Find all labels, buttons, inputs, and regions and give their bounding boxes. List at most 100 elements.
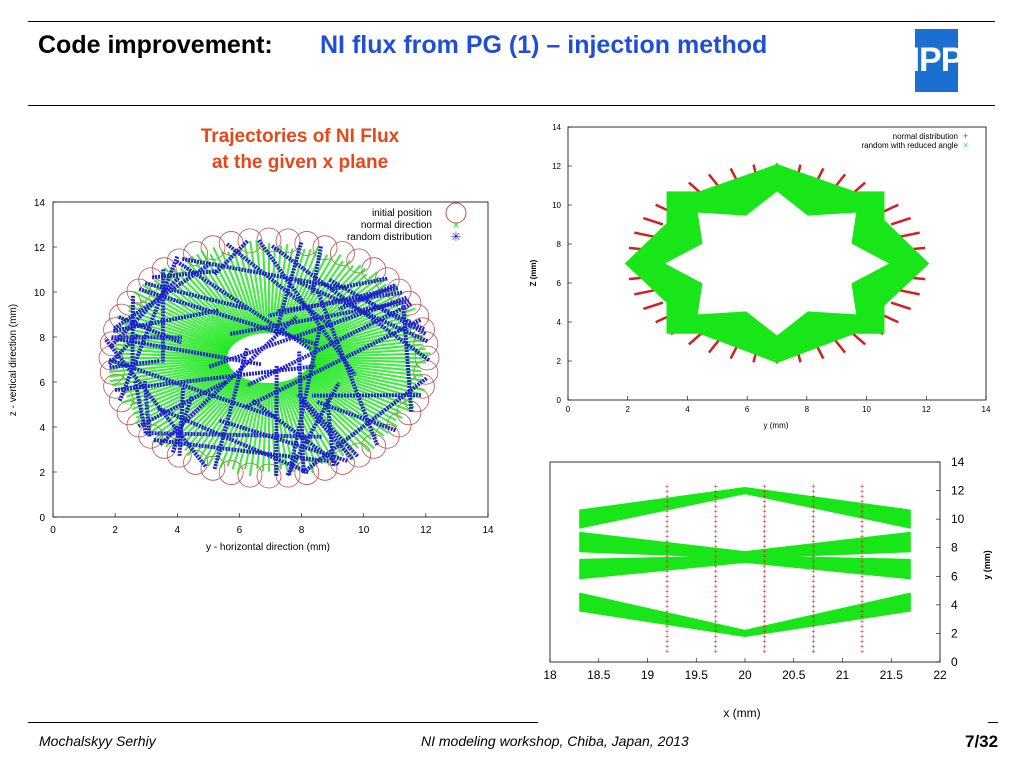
normal-distribution-mark: +: [762, 499, 766, 506]
normal-distribution-mark: +: [762, 639, 766, 646]
normal-direction-ray: [310, 359, 422, 373]
left-y-tick-label: 6: [39, 378, 45, 389]
normal-direction-ray: [238, 249, 262, 334]
normal-direction-ray: [128, 309, 232, 349]
normal-distribution-mark: +: [665, 609, 669, 616]
normal-distribution-mark: +: [762, 549, 766, 556]
normal-direction-ray: [308, 365, 416, 399]
page-number: 7/32: [965, 732, 999, 751]
normal-distribution-mark: +: [811, 649, 815, 656]
normal-distribution-mark: +: [762, 544, 766, 551]
top-right-x-tick-label: 4: [685, 405, 690, 414]
normal-distribution-mark: +: [811, 554, 815, 561]
normal-direction-ray: [292, 377, 359, 449]
normal-distribution-mark: +: [860, 484, 864, 491]
top-right-y-tick-label: 14: [552, 123, 561, 132]
normal-distribution-mark: +: [665, 614, 669, 621]
top-right-y-tick-label: 8: [557, 240, 562, 249]
bottom-right-y-tick-label: 12: [951, 484, 965, 498]
normal-distribution-mark: +: [860, 639, 864, 646]
normal-distribution-mark: +: [714, 649, 718, 656]
normal-direction-ray: [269, 247, 277, 334]
left-plot-ylabel: z - vertical direction (mm): [8, 304, 19, 416]
caption-line-2: at the given x plane: [211, 152, 389, 173]
normal-distribution-mark: +: [860, 599, 864, 606]
logo-text: IPP: [910, 41, 964, 79]
normal-direction-ray: [271, 245, 283, 334]
normal-distribution-mark: +: [811, 484, 815, 491]
top-right-y-tick-label: 10: [552, 201, 561, 210]
normal-distribution-mark: +: [860, 589, 864, 596]
normal-distribution-mark: +: [860, 549, 864, 556]
normal-distribution-mark: +: [860, 529, 864, 536]
normal-distribution-mark: +: [714, 529, 718, 536]
trajectory-band-line: [744, 487, 911, 512]
normal-distribution-mark: [834, 339, 847, 354]
top-right-y-tick-label: 0: [557, 396, 562, 405]
normal-distribution-mark: +: [714, 539, 718, 546]
normal-distribution-mark: +: [762, 564, 766, 571]
normal-distribution-mark: +: [714, 639, 718, 646]
normal-direction-ray: [199, 379, 251, 458]
normal-direction-ray: [179, 267, 246, 339]
left-x-tick-label: 8: [299, 525, 305, 536]
normal-distribution-mark: +: [811, 499, 815, 506]
normal-direction-ray: [186, 378, 248, 457]
normal-distribution-mark: +: [811, 589, 815, 596]
random-trajectory: [338, 283, 396, 311]
random-trajectory: [109, 359, 160, 370]
normal-distribution-mark: +: [762, 604, 766, 611]
random-trajectory: [315, 290, 380, 446]
random-trajectory: [243, 318, 422, 410]
random-trajectory: [153, 437, 330, 464]
bottom-right-x-tick-label: 20: [738, 668, 752, 682]
normal-distribution-mark: +: [762, 579, 766, 586]
normal-distribution-mark: +: [714, 584, 718, 591]
random-trajectory: [225, 242, 332, 328]
header-top-rule: [28, 21, 995, 22]
header-bottom-rule: [28, 105, 995, 106]
top-right-xlabel: y (mm): [764, 421, 789, 430]
random-trajectory: [142, 380, 152, 437]
bottom-right-x-tick-label: 20.5: [782, 668, 806, 682]
normal-distribution-mark: +: [811, 529, 815, 536]
normal-direction-ray: [308, 364, 420, 395]
normal-direction-ray: [110, 357, 228, 364]
random-trajectory: [246, 302, 413, 388]
normal-distribution-mark: +: [665, 484, 669, 491]
normal-distribution-mark: +: [665, 639, 669, 646]
normal-distribution-mark: +: [665, 499, 669, 506]
bottom-right-x-tick-label: 22: [933, 668, 947, 682]
trajectory-band-line: [579, 487, 746, 512]
normal-direction-ray: [302, 371, 398, 428]
normal-distribution-mark: +: [860, 539, 864, 546]
top-right-y-tick-label: 6: [557, 279, 562, 288]
footer-rule: [28, 722, 538, 723]
normal-distribution-mark: +: [665, 574, 669, 581]
normal-distribution-mark: +: [860, 489, 864, 496]
normal-distribution-mark: +: [714, 614, 718, 621]
normal-distribution-mark: +: [665, 629, 669, 636]
normal-distribution-mark: +: [665, 624, 669, 631]
random-trajectory: [294, 278, 429, 344]
left-y-tick-label: 12: [34, 243, 46, 254]
normal-distribution-mark: +: [714, 519, 718, 526]
normal-distribution-mark: +: [811, 519, 815, 526]
normal-distribution-mark: +: [714, 624, 718, 631]
normal-distribution-mark: +: [762, 594, 766, 601]
initial-position-marker: [294, 231, 320, 256]
normal-distribution-mark: +: [811, 609, 815, 616]
normal-distribution-mark: +: [665, 579, 669, 586]
normal-direction-ray: [310, 343, 423, 357]
normal-distribution-mark: +: [811, 534, 815, 541]
left-x-tick-label: 12: [420, 525, 432, 536]
random-trajectory: [103, 337, 208, 468]
normal-distribution-mark: +: [860, 544, 864, 551]
normal-direction-ray: [172, 376, 244, 449]
normal-distribution-mark: +: [665, 564, 669, 571]
normal-distribution-mark: +: [714, 564, 718, 571]
top-right-x-tick-label: 0: [566, 405, 571, 414]
normal-direction-ray: [133, 290, 235, 346]
left-x-tick-label: 10: [358, 525, 370, 536]
normal-distribution-mark: [688, 332, 703, 346]
